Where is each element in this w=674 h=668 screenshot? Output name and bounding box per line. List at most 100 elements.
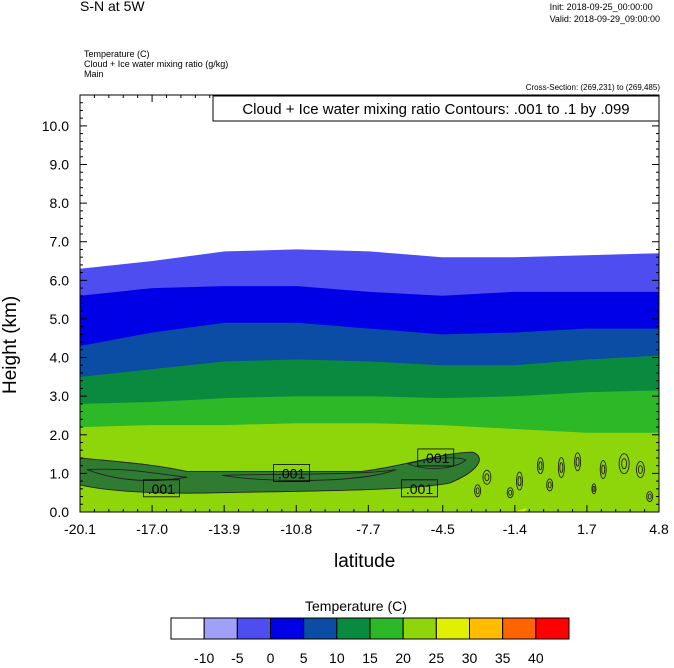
contour-label-box xyxy=(273,463,311,482)
valid-time: Valid: 2018-09-29_09:00:00 xyxy=(549,14,660,24)
cloud-cell xyxy=(591,483,597,495)
labelbar-label: 10 xyxy=(329,650,345,666)
labelbar-swatch xyxy=(170,617,205,640)
cloud-cell xyxy=(618,453,630,475)
cloud-cell-inner xyxy=(475,487,480,495)
cloud-cell xyxy=(474,484,482,498)
cloud-cell-inner xyxy=(508,489,513,496)
cloud-cell xyxy=(646,491,654,503)
y-tick-label: 7.0 xyxy=(50,234,70,250)
labelbar-swatch xyxy=(502,617,537,640)
cloud-contour-inner-2 xyxy=(406,457,467,469)
cloud-cell-inner xyxy=(592,485,596,492)
temp-warm-patch xyxy=(210,459,376,480)
labelbar-swatch xyxy=(402,617,437,640)
plot-frame xyxy=(79,94,660,513)
cloud-contour-inner-1 xyxy=(221,469,397,481)
labelbar-label: 30 xyxy=(462,650,478,666)
temp-band-25 xyxy=(80,486,659,512)
y-tick-label: 1.0 xyxy=(50,465,70,481)
labelbar-swatch xyxy=(203,617,238,640)
labelbar-label: 5 xyxy=(300,650,308,666)
cloud-cell-inner xyxy=(538,461,543,471)
labelbar-swatch xyxy=(336,617,371,640)
labelbar-label: 15 xyxy=(362,650,378,666)
field-main: Main xyxy=(84,69,104,79)
cloud-cell xyxy=(536,457,544,475)
field-temperature: Temperature (C) xyxy=(84,49,150,59)
contour-label: .001 xyxy=(406,481,433,497)
cloud-cell-inner xyxy=(517,476,522,487)
labelbar-label: 0 xyxy=(267,650,275,666)
temp-band--5 xyxy=(80,249,659,512)
cross-section-label: Cross-Section: (269,231) to (269,485) xyxy=(525,83,660,92)
cloud-cell xyxy=(482,469,492,485)
field-list: Temperature (C) Cloud + Ice water mixing… xyxy=(84,49,228,79)
cloud-contour-main xyxy=(80,451,480,494)
y-tick-label: 0.0 xyxy=(50,504,70,520)
x-axis-label: latitude xyxy=(334,551,396,572)
x-tick-label: -1.4 xyxy=(503,521,527,537)
init-valid-times: Init: 2018-09-25_00:00:00 Valid: 2018-09… xyxy=(550,1,660,25)
labelbar-label: 35 xyxy=(495,650,511,666)
contour-info-box xyxy=(212,95,660,122)
y-axis-label: Height (km) xyxy=(0,295,21,394)
y-tick-label: 6.0 xyxy=(50,272,70,288)
y-tick-label: 3.0 xyxy=(50,388,70,404)
labelbar-label: 20 xyxy=(395,650,411,666)
contour-info-text: Cloud + Ice water mixing ratio Contours:… xyxy=(242,101,629,118)
cloud-cell xyxy=(574,452,582,472)
y-tick-label: 9.0 xyxy=(50,157,70,173)
y-tick-label: 5.0 xyxy=(50,311,70,327)
cloud-cell xyxy=(516,471,523,491)
temp-warm-surface xyxy=(524,484,659,512)
labelbar-label: -10 xyxy=(194,650,214,666)
cloud-cell xyxy=(506,487,514,499)
labelbar-label: -5 xyxy=(231,650,244,666)
cloud-cell-inner xyxy=(484,473,490,482)
y-tick-label: 8.0 xyxy=(50,195,70,211)
x-tick-label: -10.8 xyxy=(280,521,312,537)
contour-label: .001 xyxy=(422,450,449,466)
labelbar-swatch xyxy=(303,617,338,640)
contour-label-box xyxy=(417,448,455,467)
cloud-cell-inner xyxy=(559,462,564,474)
labelbar-swatch xyxy=(435,617,471,640)
labelbar-title: Temperature (C) xyxy=(305,598,407,614)
x-tick-label: -4.5 xyxy=(431,521,455,537)
x-tick-label: -20.1 xyxy=(64,521,96,537)
init-time: Init: 2018-09-25_00:00:00 xyxy=(549,2,653,12)
contour-label-box xyxy=(142,479,180,498)
temp-band-cold xyxy=(80,95,659,512)
cloud-cell-inner xyxy=(647,493,652,500)
cloud-cell xyxy=(557,457,565,479)
plot-title: S-N at 5W xyxy=(80,0,145,14)
temp-band-20 xyxy=(80,423,659,512)
field-cloud-ice: Cloud + Ice water mixing ratio (g/kg) xyxy=(84,59,229,69)
temp-band-15 xyxy=(80,390,659,512)
labelbar-swatch xyxy=(270,617,305,640)
cloud-cell xyxy=(635,461,645,478)
labelbar-label: 25 xyxy=(429,650,445,666)
cloud-cell xyxy=(599,460,607,479)
labelbar-swatch xyxy=(236,617,271,640)
y-tick-label: 10.0 xyxy=(42,118,69,134)
x-tick-label: -13.9 xyxy=(208,521,240,537)
cloud-cell-inner xyxy=(547,481,552,489)
cloud-cell-inner xyxy=(621,458,628,470)
y-tick-label: 2.0 xyxy=(50,427,70,443)
labelbar-label: 40 xyxy=(528,650,544,666)
x-tick-label: 4.8 xyxy=(649,521,669,537)
temp-band-5 xyxy=(80,322,659,512)
cloud-cell-inner xyxy=(601,464,606,475)
cloud-cell-inner xyxy=(637,465,643,474)
temp-band-0 xyxy=(80,286,659,512)
contour-label-box xyxy=(401,479,438,498)
labelbar-swatch xyxy=(535,617,570,640)
cloud-cell xyxy=(546,478,554,492)
labelbar-swatch xyxy=(369,617,404,640)
x-tick-label: -17.0 xyxy=(136,521,168,537)
cloud-contour-inner-0 xyxy=(86,468,188,481)
x-tick-label: 1.7 xyxy=(577,521,597,537)
temp-band-10 xyxy=(80,355,659,512)
